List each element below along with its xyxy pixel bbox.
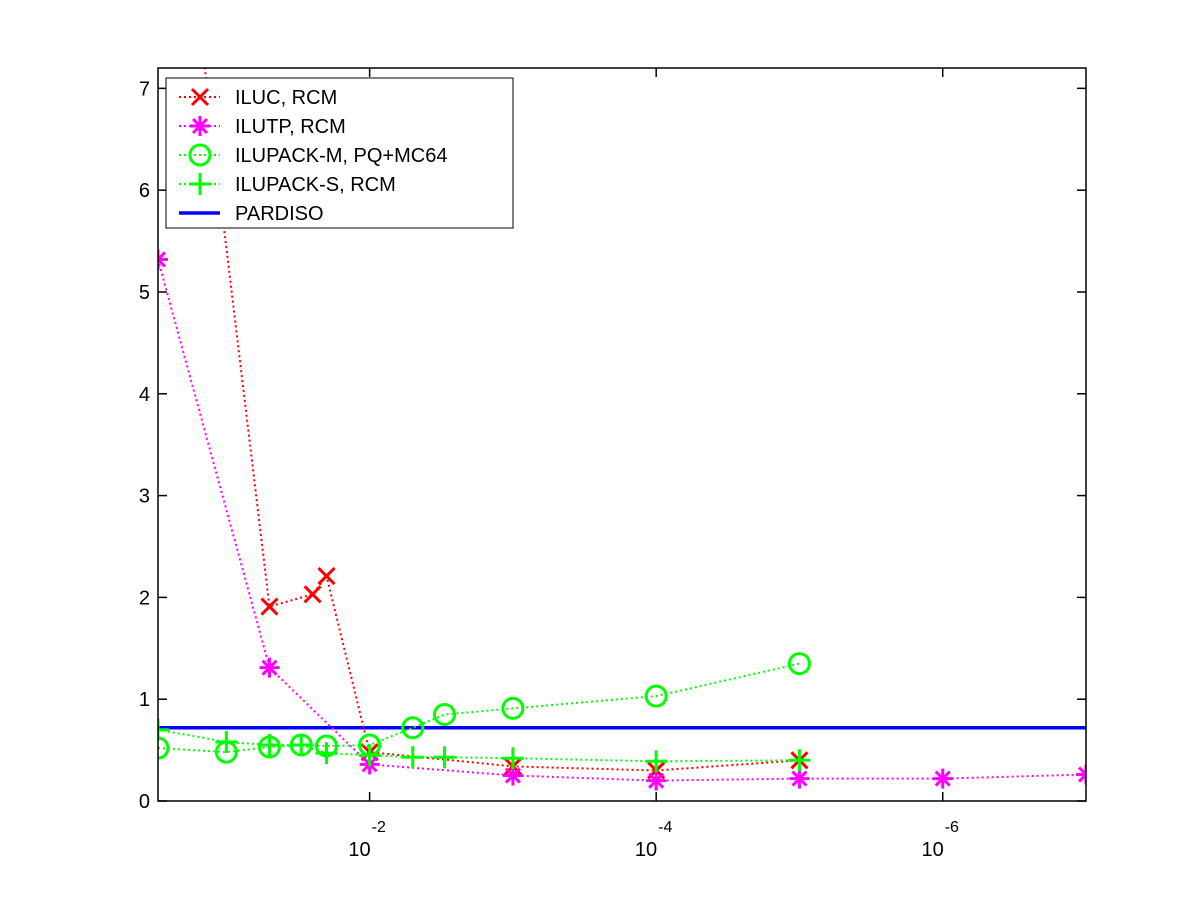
- series-2-point-7-ring: [433, 702, 457, 726]
- legend-label-0: ILUC, RCM: [235, 87, 337, 109]
- series-0-point-0-stroke-b: [193, 29, 209, 45]
- x-tick-exponent-1: -4: [658, 819, 672, 836]
- series-2-point-9: [644, 684, 668, 708]
- series-1-point-0-stroke-c: [158, 257, 167, 268]
- y-tick-label-3: 3: [139, 486, 150, 508]
- series-1-point-7: [1076, 764, 1086, 785]
- series-1-line: [158, 259, 1086, 782]
- axes-box: [157, 67, 1087, 802]
- series-2-point-7: [433, 702, 457, 726]
- y-tick-label-7: 7: [139, 78, 150, 100]
- y-tick-label-6: 6: [139, 180, 150, 202]
- series-3-point-10: [788, 749, 811, 772]
- series-0-point-3: [317, 566, 336, 586]
- series-3-point-0: [158, 718, 169, 741]
- series-3-point-8: [501, 747, 524, 770]
- legend-marker-1-stroke-d: [191, 117, 209, 135]
- series-0-point-1: [260, 597, 279, 616]
- series-layer: [158, 29, 1086, 791]
- y-tick-label-1: 1: [139, 689, 150, 711]
- series-3-point-5: [358, 744, 381, 767]
- series-2-point-10: [787, 652, 811, 676]
- legend-label-1: ILUTP, RCM: [235, 116, 346, 138]
- legend-marker-3: [189, 173, 211, 195]
- series-1-point-5: [789, 768, 810, 789]
- series-3-line: [158, 728, 800, 763]
- y-tick-label-2: 2: [139, 587, 150, 609]
- series-3-point-3: [290, 734, 313, 757]
- series-2-point-6-ring: [401, 716, 425, 740]
- series-0-point-1-stroke-b: [260, 597, 279, 616]
- series-1-point-1-stroke-d: [261, 659, 278, 676]
- series-3: [158, 718, 811, 773]
- series-0-point-3-stroke-b: [317, 566, 336, 586]
- x-tick-base-0: 10: [348, 839, 370, 861]
- x-tick-base-1: 10: [635, 839, 657, 861]
- legend-marker-2: [188, 143, 212, 167]
- series-1-point-6: [932, 768, 953, 789]
- legend-entry-4: PARDISO: [179, 203, 324, 225]
- series-1-point-4-stroke-d: [648, 772, 665, 789]
- series-1-point-7-stroke-d: [1077, 772, 1086, 783]
- series-2-point-8-ring: [501, 696, 525, 720]
- series-3-point-9: [645, 750, 668, 773]
- series-3-point-4: [315, 742, 338, 765]
- legend-marker-0: [190, 87, 210, 107]
- x-tick-exponent-0: -2: [372, 819, 386, 836]
- y-tick-label-4: 4: [139, 384, 150, 406]
- series-3-point-1: [215, 730, 238, 753]
- series-1-point-1: [259, 657, 280, 678]
- series-3-point-2: [258, 734, 281, 757]
- series-2-point-8: [501, 696, 525, 720]
- series-2-point-6: [401, 716, 425, 740]
- legend-entry-2: ILUPACK-M, PQ+MC64: [179, 143, 447, 167]
- series-2-point-0-ring: [158, 736, 170, 760]
- series-0-point-2: [303, 585, 322, 604]
- y-tick-label-5: 5: [139, 282, 150, 304]
- legend: ILUC, RCM ILUTP, RCM ILUPACK-M, PQ+MC64 ILU…: [165, 77, 514, 229]
- legend-label-3: ILUPACK-S, RCM: [235, 174, 396, 196]
- legend-marker-0-stroke-b: [190, 87, 210, 107]
- series-3-point-7: [433, 746, 456, 769]
- series-1-point-0: [158, 249, 168, 270]
- series-3-point-6: [401, 746, 424, 769]
- series-0-point-0-stroke-a: [193, 29, 209, 45]
- series-2-point-9-ring: [644, 684, 668, 708]
- series-1-point-4: [646, 770, 667, 791]
- y-tick-label-0: 0: [139, 791, 150, 813]
- series-1-point-6-stroke-d: [934, 770, 951, 787]
- series-0-point-2-stroke-b: [303, 585, 322, 604]
- series-2-point-10-ring: [787, 652, 811, 676]
- legend-entry-3: ILUPACK-S, RCM: [179, 173, 396, 196]
- series-1-point-7-stroke-c: [1077, 766, 1086, 777]
- legend-entry-1: ILUTP, RCM: [179, 116, 346, 138]
- series-1-point-0-stroke-d: [158, 251, 167, 262]
- legend-label-4: PARDISO: [235, 203, 324, 225]
- legend-entry-0: ILUC, RCM: [179, 87, 337, 109]
- legend-marker-2-ring: [188, 143, 212, 167]
- legend-box: [165, 77, 514, 229]
- series-0-point-0: [193, 29, 209, 45]
- series-1-point-5-stroke-d: [791, 770, 808, 787]
- series-0-line: [203, 68, 800, 772]
- series-1-point-3-stroke-d: [504, 767, 521, 784]
- legend-marker-1: [190, 116, 210, 136]
- series-2-point-0: [158, 736, 170, 760]
- x-tick-exponent-2: -6: [945, 819, 959, 836]
- x-tick-base-2: 10: [921, 839, 943, 861]
- legend-label-2: ILUPACK-M, PQ+MC64: [235, 145, 447, 167]
